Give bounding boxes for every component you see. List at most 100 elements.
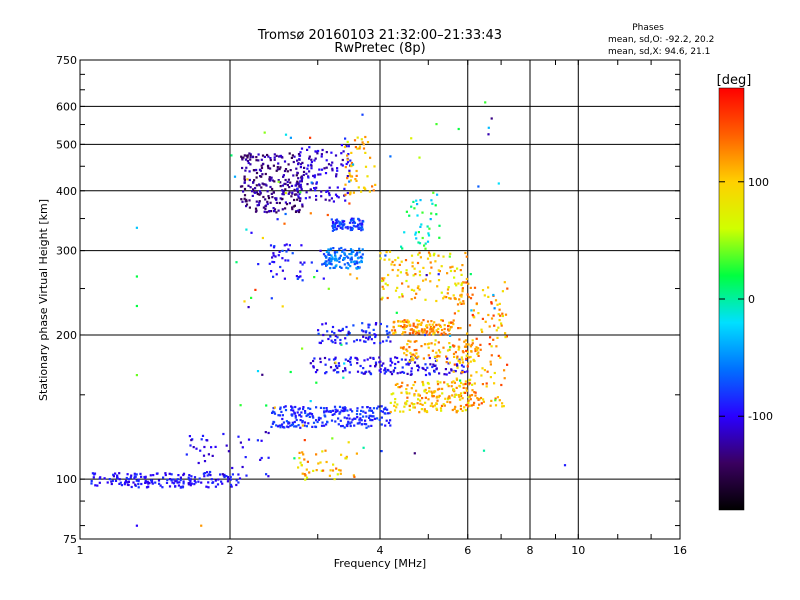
data-point [333, 405, 337, 408]
data-point [350, 161, 353, 165]
data-point [255, 184, 258, 187]
data-point [474, 349, 477, 353]
data-point [334, 254, 337, 257]
data-point [322, 469, 325, 472]
data-point [96, 484, 99, 487]
data-point [353, 220, 356, 223]
data-point [417, 253, 420, 256]
data-point [333, 251, 336, 254]
data-point [489, 360, 492, 363]
data-point [297, 209, 300, 212]
x-tick-label: 1 [77, 544, 84, 557]
data-point [337, 220, 340, 223]
data-point [439, 325, 442, 328]
data-point [416, 214, 419, 217]
data-point [464, 380, 467, 383]
data-point [498, 302, 501, 305]
data-point [262, 195, 265, 199]
data-point [421, 236, 424, 240]
data-point [407, 339, 410, 342]
data-point [424, 410, 427, 413]
data-point [433, 325, 436, 328]
data-point [493, 307, 496, 310]
data-point [189, 484, 192, 487]
data-point [423, 329, 426, 332]
data-point [342, 150, 345, 153]
data-point [295, 182, 298, 185]
data-point [299, 186, 302, 189]
data-point [135, 374, 138, 377]
data-point [428, 328, 432, 331]
data-point [364, 340, 367, 343]
data-point [348, 417, 351, 420]
data-point [479, 343, 482, 346]
data-point [331, 409, 334, 412]
data-point [448, 255, 451, 258]
data-point [292, 409, 295, 412]
data-point [503, 369, 506, 372]
data-point [381, 296, 384, 299]
data-point [484, 101, 487, 104]
data-point [328, 358, 331, 361]
data-point [391, 260, 394, 263]
data-point [237, 435, 240, 438]
data-point [475, 371, 478, 374]
data-point [283, 244, 286, 247]
data-point [489, 363, 492, 366]
data-point [281, 417, 284, 421]
data-point [260, 166, 264, 170]
data-point [212, 481, 215, 484]
data-point [279, 407, 282, 411]
data-point [295, 193, 298, 196]
data-point [349, 273, 352, 276]
data-point [381, 340, 385, 343]
data-point [347, 153, 350, 156]
data-point [380, 423, 383, 426]
data-point [464, 339, 467, 342]
data-point [343, 187, 346, 190]
data-point [451, 265, 454, 268]
data-point [296, 189, 299, 192]
data-point [299, 261, 302, 264]
data-point [203, 445, 206, 449]
data-point [229, 478, 232, 481]
colorbar-tick-label: -100 [748, 410, 773, 423]
x-tick-label: 4 [377, 544, 384, 557]
data-point [418, 323, 421, 326]
data-point [334, 193, 338, 196]
data-point [247, 184, 250, 187]
data-point [347, 263, 350, 266]
data-point [281, 249, 284, 252]
data-point [426, 343, 429, 346]
data-point [435, 123, 438, 126]
data-point [334, 255, 337, 258]
data-point [263, 155, 266, 158]
data-point [315, 406, 318, 409]
data-point [448, 371, 451, 374]
data-point [203, 475, 206, 478]
data-point [309, 188, 312, 191]
data-point [313, 187, 316, 190]
data-point [319, 341, 322, 345]
data-point [238, 477, 242, 480]
data-point [344, 199, 347, 202]
data-point [396, 286, 399, 289]
data-point [312, 359, 315, 363]
data-point [398, 263, 401, 266]
data-point [291, 191, 294, 194]
data-point [406, 372, 409, 375]
data-point [479, 348, 482, 351]
data-point [254, 187, 257, 190]
data-point [298, 451, 301, 454]
data-point [354, 260, 357, 263]
data-point [414, 233, 417, 236]
data-point [354, 178, 357, 181]
data-point [233, 175, 237, 178]
data-point [287, 426, 290, 429]
data-point [349, 424, 352, 428]
data-point [306, 148, 309, 151]
data-point [344, 337, 347, 340]
data-point [389, 424, 392, 427]
data-point [324, 372, 327, 375]
data-point [456, 364, 459, 367]
